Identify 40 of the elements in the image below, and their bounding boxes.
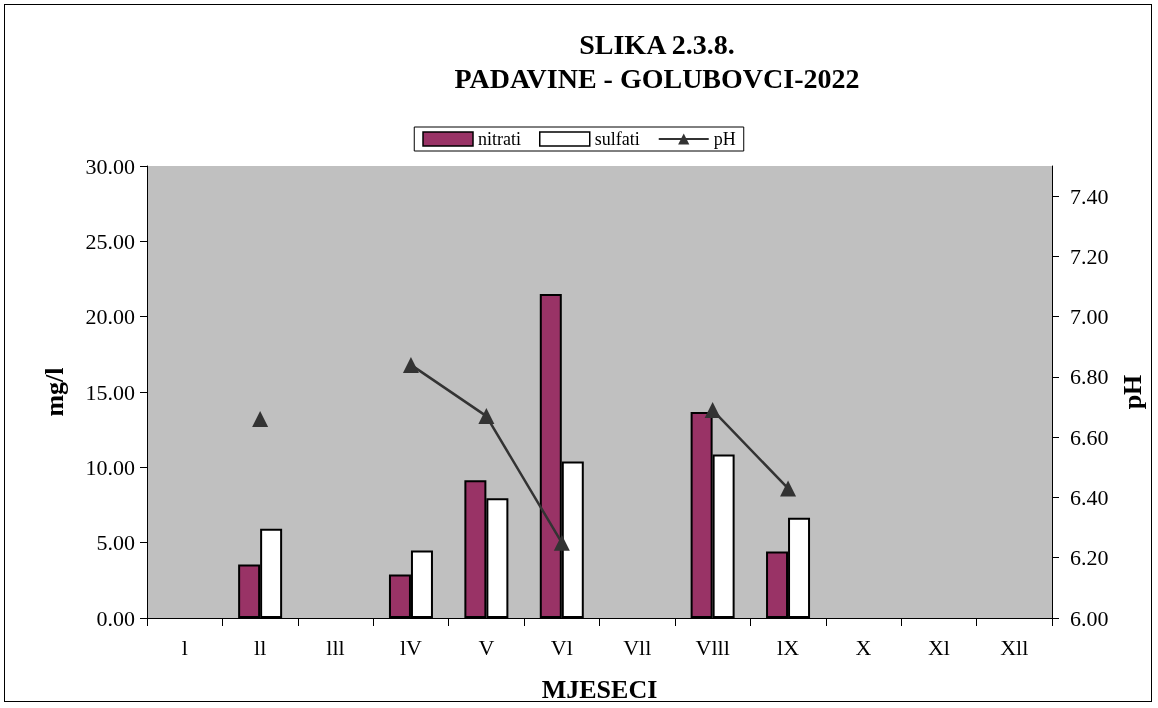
x-tick-label: V (478, 634, 495, 660)
x-tick-label: lX (777, 634, 800, 660)
y-tick-label: 30.00 (85, 153, 135, 179)
x-tick-label: ll (254, 634, 267, 660)
y-tick-label: 0.00 (96, 605, 135, 631)
point (252, 411, 269, 428)
x-tick-label: Xl (927, 634, 950, 660)
x-tick-label: Xll (1000, 634, 1029, 660)
y-tick-label: 20.00 (85, 304, 135, 330)
y-tick-label: 10.00 (85, 454, 135, 480)
point (553, 534, 570, 551)
point (402, 356, 419, 373)
y2-tick-label: 6.60 (1070, 424, 1109, 450)
y-axis-title: mg/l (39, 367, 69, 417)
y2-axis-title: pH (1117, 374, 1147, 410)
y2-tick-label: 7.00 (1070, 304, 1109, 330)
y-tick-label: 15.00 (85, 379, 135, 405)
legend-label: nitrati (478, 129, 522, 149)
x-tick-label: X (855, 634, 872, 660)
x-axis-title: MJESECI (541, 674, 658, 704)
x-tick-label: Vll (623, 634, 652, 660)
point (704, 402, 721, 419)
legend-label: sulfati (594, 129, 640, 149)
y-tick-label: 5.00 (96, 530, 135, 556)
x-tick-label: Vl (550, 634, 573, 660)
point (478, 408, 495, 425)
x-tick-label: lll (326, 634, 345, 660)
y2-tick-label: 7.20 (1070, 243, 1109, 269)
chart-title: SLIKA 2.3.8. PADAVINE - GOLUBOVCI-2022 (454, 28, 860, 94)
y2-tick-label: 6.80 (1070, 364, 1109, 390)
y2-tick-label: 6.00 (1070, 605, 1109, 631)
x-tick-label: lV (399, 634, 423, 660)
x-tick-label: Vlll (695, 634, 730, 660)
point (780, 480, 797, 497)
x-tick-label: l (181, 634, 188, 660)
y2-tick-label: 6.20 (1070, 545, 1109, 571)
legend-label: pH (713, 129, 736, 149)
y-tick-label: 25.00 (85, 228, 135, 254)
y2-tick-label: 6.40 (1070, 484, 1109, 510)
y2-tick-label: 7.40 (1070, 183, 1109, 209)
